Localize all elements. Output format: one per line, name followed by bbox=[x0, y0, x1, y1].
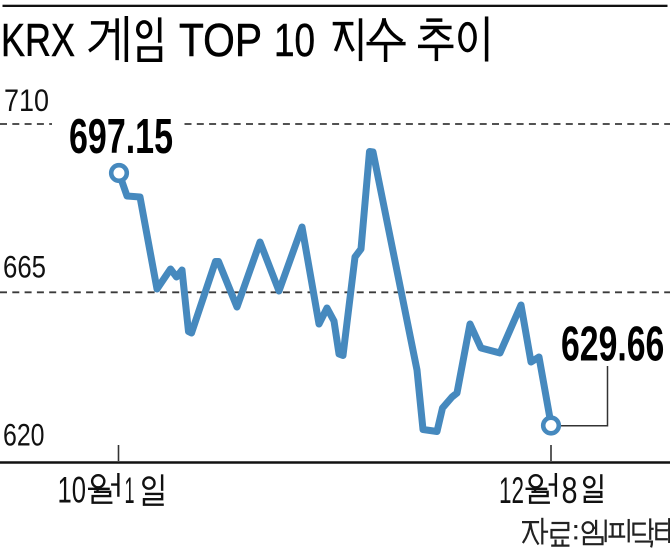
svg-text:TOP: TOP bbox=[179, 14, 262, 66]
svg-text:12: 12 bbox=[499, 470, 524, 511]
svg-text:620: 620 bbox=[3, 417, 45, 453]
svg-text:10: 10 bbox=[58, 470, 87, 511]
svg-text:KRX: KRX bbox=[1, 14, 75, 66]
svg-text:629.66: 629.66 bbox=[561, 317, 664, 372]
svg-text:710: 710 bbox=[4, 82, 49, 118]
svg-text:1: 1 bbox=[125, 470, 135, 511]
svg-text:10: 10 bbox=[274, 14, 315, 66]
svg-text:697.15: 697.15 bbox=[69, 109, 173, 164]
svg-text:665: 665 bbox=[3, 249, 46, 285]
svg-text:8: 8 bbox=[562, 470, 578, 511]
